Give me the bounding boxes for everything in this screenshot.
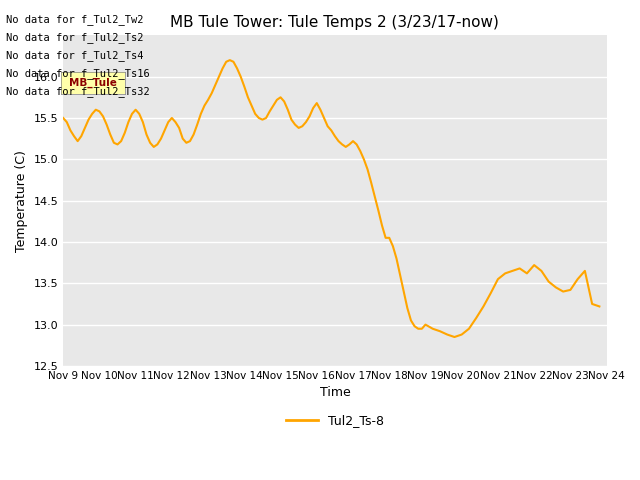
- Title: MB Tule Tower: Tule Temps 2 (3/23/17-now): MB Tule Tower: Tule Temps 2 (3/23/17-now…: [170, 15, 499, 30]
- Text: No data for f_Tul2_Ts32: No data for f_Tul2_Ts32: [6, 86, 150, 97]
- Text: No data for f_Tul2_Tw2: No data for f_Tul2_Tw2: [6, 13, 144, 24]
- Y-axis label: Temperature (C): Temperature (C): [15, 150, 28, 252]
- X-axis label: Time: Time: [319, 386, 350, 399]
- Legend: Tul2_Ts-8: Tul2_Ts-8: [281, 409, 388, 432]
- Text: No data for f_Tul2_Ts16: No data for f_Tul2_Ts16: [6, 68, 150, 79]
- Text: No data for f_Tul2_Ts2: No data for f_Tul2_Ts2: [6, 32, 144, 43]
- Text: MB_Tule: MB_Tule: [69, 78, 116, 88]
- Text: No data for f_Tul2_Ts4: No data for f_Tul2_Ts4: [6, 50, 144, 61]
